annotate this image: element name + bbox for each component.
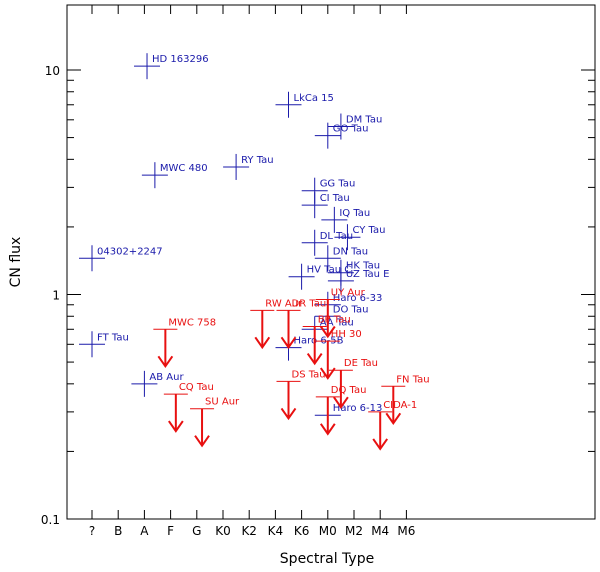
x-tick-label: M2 [345, 524, 363, 538]
limit-mwc-758-arrowhead [157, 355, 174, 369]
label-fn-tau: FN Tau [396, 374, 429, 385]
label-hv-tau-c: HV Tau C [307, 265, 352, 276]
label-iq-tau: IQ Tau [339, 208, 370, 219]
limit-uy-aur-arrowhead [319, 325, 336, 339]
label-su-aur: SU Aur [205, 397, 240, 408]
label-hk-tau: HK Tau [346, 261, 380, 272]
label-aa-tau: AA Tau [320, 317, 354, 328]
y-tick-label: 1 [52, 289, 60, 303]
limit-dq-tau-arrowhead [319, 423, 336, 436]
label-do-tau: DO Tau [333, 304, 369, 315]
label-dr-tau: DR Tau [292, 298, 327, 309]
label-cq-tau: CQ Tau [179, 382, 214, 393]
label-ci-tau: CI Tau [320, 193, 350, 204]
label-ry-tau: RY Tau [241, 155, 274, 166]
label-dn-tau: DN Tau [333, 246, 368, 257]
label-hh-30: HH 30 [331, 329, 362, 340]
y-tick-label: 10 [45, 64, 60, 78]
x-axis-ticks: ? B A F G K0 K2 K4 K6 M0 M2 M4 M6 [89, 5, 415, 538]
label-uy-aur: UY Aur [331, 288, 366, 299]
limit-ds-tau-arrowhead [280, 407, 297, 421]
label-cy-tau: CY Tau [352, 225, 385, 236]
y-tick-label: 0.1 [41, 513, 60, 527]
label-rw-aur: RW Aur [265, 298, 303, 309]
y-axis-title: CN flux [8, 237, 24, 288]
limit-cq-tau-arrowhead [168, 420, 184, 433]
x-tick-label: ? [89, 524, 95, 538]
label-uz-tau-e: UZ Tau E [346, 269, 390, 280]
x-tick-label: K4 [268, 524, 284, 538]
x-tick-label: B [114, 524, 122, 538]
plot-frame [66, 4, 596, 520]
label-bp-tau: BP Tau [318, 315, 351, 326]
x-axis-title: Spectral Type [280, 551, 374, 567]
label-haro-6-33: Haro 6-33 [333, 293, 383, 304]
x-tick-label: M4 [371, 524, 389, 538]
limit-de-tau-arrowhead [333, 396, 349, 409]
limit-rw-aur-arrowhead [254, 336, 271, 350]
limit-cida-1-arrowhead [372, 438, 389, 451]
label-dm-tau: DM Tau [346, 115, 382, 126]
label-cida-1: CIDA-1 [383, 400, 417, 411]
label-ab-aur: AB Aur [149, 372, 184, 383]
label-mwc-758: MWC 758 [168, 317, 216, 328]
label-haro-6-13: Haro 6-13 [333, 403, 383, 414]
limit-su-aur-arrowhead [194, 435, 210, 448]
label-lkca-15: LkCa 15 [294, 93, 334, 104]
x-tick-label: M0 [319, 524, 337, 538]
y-axis-ticks: 0.1 1 10 [41, 64, 595, 527]
label-04302-2247: 04302+2247 [97, 246, 163, 257]
label-mwc-480: MWC 480 [160, 163, 208, 174]
x-tick-label: K6 [294, 524, 310, 538]
x-tick-label: K2 [241, 524, 257, 538]
label-ft-tau: FT Tau [97, 332, 129, 343]
label-dq-tau: DQ Tau [331, 385, 367, 396]
label-dl-tau: DL Tau [320, 231, 353, 242]
label-go-tau: GO Tau [333, 124, 369, 135]
x-tick-label: M6 [397, 524, 415, 538]
x-tick-label: F [167, 524, 174, 538]
label-hd-163296: HD 163296 [152, 54, 209, 65]
x-tick-label: G [192, 524, 201, 538]
limit-hh-30-arrowhead [319, 367, 336, 380]
label-gg-tau: GG Tau [320, 179, 356, 190]
limit-bp-tau-arrowhead [306, 352, 323, 366]
label-ds-tau: DS Tau [292, 369, 326, 380]
x-tick-label: A [140, 524, 149, 538]
label-de-tau: DE Tau [344, 358, 378, 369]
x-tick-label: K0 [215, 524, 231, 538]
limit-dr-tau-arrowhead [280, 336, 297, 350]
limit-fn-tau-arrowhead [385, 412, 402, 426]
